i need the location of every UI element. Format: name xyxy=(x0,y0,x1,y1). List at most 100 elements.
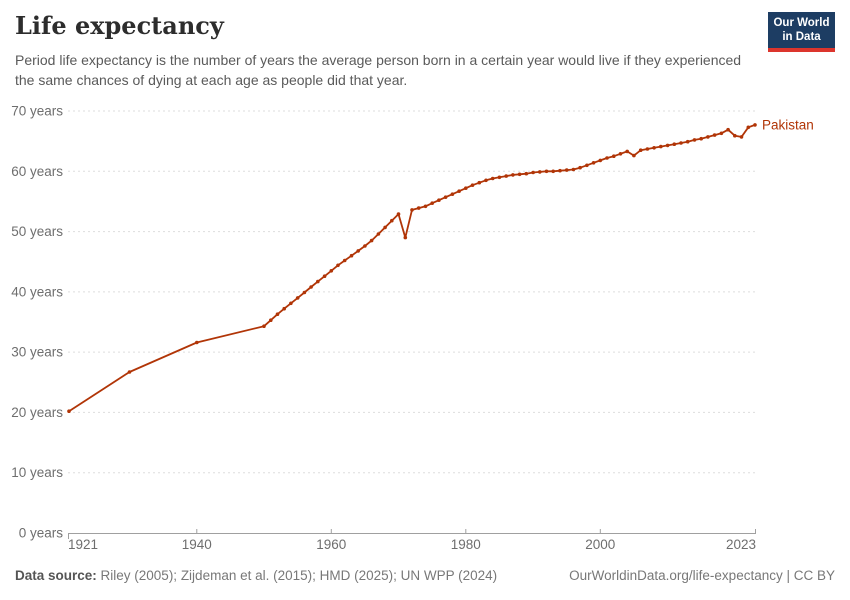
series-line xyxy=(68,123,756,413)
data-point-marker xyxy=(282,306,287,311)
data-point-marker xyxy=(571,167,576,172)
x-tick-label: 1921 xyxy=(68,537,98,552)
data-point-marker xyxy=(302,290,307,295)
owid-logo-box: Our World in Data xyxy=(768,12,835,48)
data-point-marker xyxy=(416,206,421,210)
data-point-marker xyxy=(712,133,717,137)
owid-logo-line2: in Data xyxy=(782,30,821,43)
data-point-marker xyxy=(376,232,381,236)
data-point-marker xyxy=(383,225,387,230)
data-point-marker xyxy=(706,135,710,139)
data-point-marker xyxy=(490,176,495,181)
data-point-marker xyxy=(342,258,347,263)
y-tick-label: 0 years xyxy=(19,526,64,541)
data-point-marker xyxy=(679,141,683,145)
data-point-marker xyxy=(598,158,603,163)
y-tick-label: 70 years xyxy=(11,104,63,119)
data-source-label: Data source: xyxy=(15,568,97,583)
data-point-marker xyxy=(652,146,656,150)
data-point-marker xyxy=(517,172,522,177)
data-point-marker xyxy=(403,235,408,240)
data-point-marker xyxy=(464,186,468,190)
data-point-marker xyxy=(659,144,663,149)
data-point-marker xyxy=(739,135,744,139)
y-tick-label: 40 years xyxy=(11,284,63,299)
data-point-marker xyxy=(497,175,502,180)
data-point-marker xyxy=(316,279,320,284)
data-point-marker xyxy=(746,125,751,130)
data-point-marker xyxy=(753,123,757,127)
data-point-marker xyxy=(645,147,650,151)
data-point-marker xyxy=(396,212,401,216)
data-point-marker xyxy=(443,195,448,199)
data-point-marker xyxy=(719,131,724,136)
data-point-marker xyxy=(477,180,482,185)
x-tick-label: 1940 xyxy=(182,537,212,552)
data-point-marker xyxy=(295,296,300,300)
data-point-marker xyxy=(551,169,555,174)
credit-link[interactable]: OurWorldinData.org/life-expectancy | CC … xyxy=(569,568,835,583)
data-point-marker xyxy=(450,192,455,196)
y-tick-label: 30 years xyxy=(11,345,63,360)
data-point-marker xyxy=(733,133,737,138)
data-point-marker xyxy=(665,143,670,148)
data-point-marker xyxy=(329,269,334,273)
chart-subtitle: Period life expectancy is the number of … xyxy=(15,52,742,88)
data-point-marker xyxy=(632,153,636,158)
data-point-marker xyxy=(322,274,327,278)
life-expectancy-line-chart: 0 years 10 years 20 years 30 years 40 years 5… xyxy=(11,104,814,553)
data-point-marker xyxy=(457,189,461,193)
owid-logo[interactable]: Our World in Data xyxy=(768,12,835,52)
owid-logo-line1: Our World xyxy=(773,17,830,29)
y-tick-label: 20 years xyxy=(11,405,63,420)
data-point-marker xyxy=(531,170,535,175)
chart-title: Life expectancy xyxy=(15,11,224,40)
data-point-marker xyxy=(410,208,414,212)
data-point-marker xyxy=(618,152,623,156)
data-point-marker xyxy=(275,312,280,316)
data-point-marker xyxy=(430,201,435,205)
chart-footer: Data source: Riley (2005); Zijdeman et a… xyxy=(15,568,835,583)
x-tick-label: 2023 xyxy=(726,537,756,552)
data-point-marker xyxy=(605,156,609,160)
data-point-marker xyxy=(309,285,313,289)
y-tick-label: 10 years xyxy=(11,465,63,480)
owid-logo-stripe xyxy=(768,48,835,52)
data-point-marker xyxy=(578,165,582,170)
data-point-marker xyxy=(585,163,589,168)
data-point-marker xyxy=(524,171,529,176)
data-point-marker xyxy=(289,301,293,306)
data-point-marker xyxy=(390,218,394,223)
data-point-marker xyxy=(470,183,475,187)
data-point-marker xyxy=(262,324,266,328)
data-point-marker xyxy=(612,154,616,158)
data-point-marker xyxy=(356,249,361,253)
data-point-marker xyxy=(538,170,542,174)
data-point-marker xyxy=(369,238,374,243)
data-point-marker xyxy=(558,168,562,173)
data-point-marker xyxy=(437,198,441,202)
data-point-marker xyxy=(269,318,273,322)
data-point-marker xyxy=(504,174,509,178)
data-point-marker xyxy=(336,263,340,268)
data-point-marker xyxy=(699,136,703,141)
y-tick-label: 50 years xyxy=(11,224,63,239)
data-point-marker xyxy=(672,142,677,146)
data-point-marker xyxy=(638,148,643,152)
data-point-marker xyxy=(349,253,354,258)
x-tick-label: 1960 xyxy=(316,537,346,552)
data-point-marker xyxy=(544,169,549,174)
data-point-marker xyxy=(692,138,697,142)
x-tick-label: 2000 xyxy=(585,537,615,552)
series-end-label: Pakistan xyxy=(762,117,814,132)
data-point-marker xyxy=(685,139,690,144)
data-point-marker xyxy=(511,173,515,177)
data-point-marker xyxy=(423,204,428,209)
y-tick-label: 60 years xyxy=(11,164,63,179)
data-point-marker xyxy=(67,409,71,414)
data-source-text: Riley (2005); Zijdeman et al. (2015); HM… xyxy=(96,568,498,583)
data-point-marker xyxy=(363,244,367,248)
data-point-marker xyxy=(564,168,569,172)
data-point-marker xyxy=(726,127,730,132)
